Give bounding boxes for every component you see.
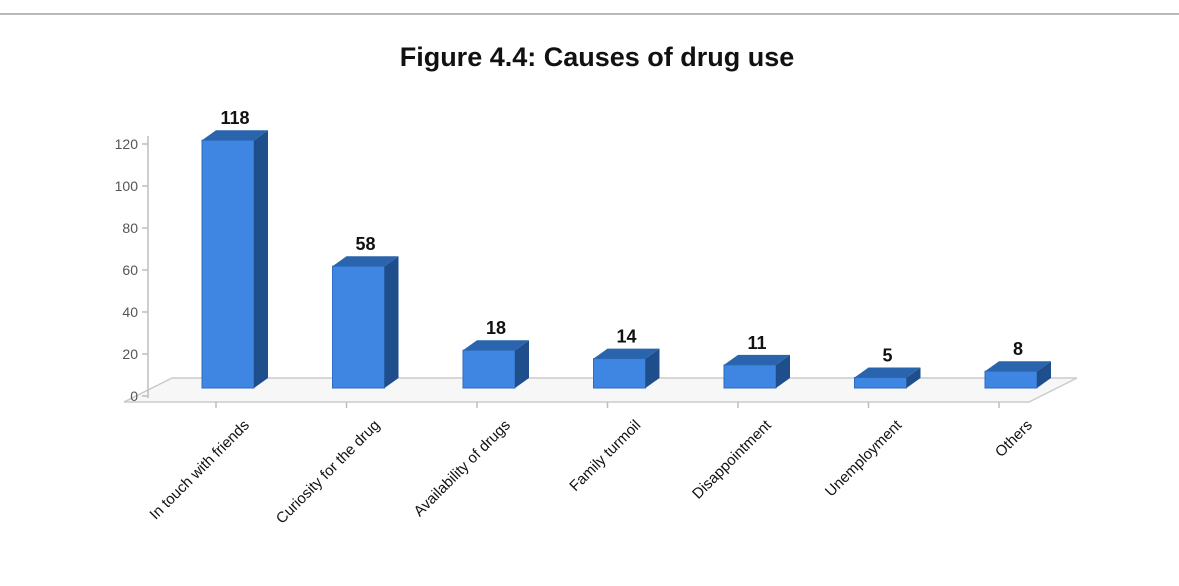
bar-front [593,358,646,389]
bar [201,130,268,389]
y-tick-label: 20 [122,346,138,362]
bar-side [384,256,399,388]
category-label: Others [992,417,1036,461]
bar-side [515,340,529,388]
data-label: 11 [747,333,766,353]
bar-side [645,348,660,388]
bar-top [593,348,660,359]
bar-top [463,340,529,351]
bar-top [724,354,790,365]
bar-front [332,265,385,389]
bar-front [854,377,907,389]
y-tick-label: 120 [115,136,139,152]
bar-side [906,367,921,388]
category-label: Curiosity for the drug [273,417,383,527]
category-label: Unemployment [822,416,906,500]
bar-front [462,349,516,389]
chart-title: Figure 4.4: Causes of drug use [400,42,795,72]
y-tick-label: 0 [130,388,138,404]
bar [462,340,529,389]
bar [332,256,399,389]
data-label: 8 [1013,339,1023,359]
data-label: 5 [882,346,892,366]
y-tick-label: 80 [122,220,138,236]
data-label: 18 [486,318,506,338]
bar-top [202,130,268,141]
bar-top [985,361,1051,372]
category-label: In touch with friends [146,417,252,523]
bar-top [332,256,399,267]
bar [854,367,921,389]
bar-side [1037,361,1051,388]
y-tick-label: 60 [122,262,138,278]
bar [593,348,660,389]
bar-front [723,364,777,389]
y-tick-label: 100 [115,178,139,194]
data-label: 14 [616,327,636,347]
bar-layer [201,130,1051,389]
data-label: 58 [355,234,375,254]
bar [984,361,1051,389]
bar-side [254,130,268,388]
category-label: Availability of drugs [411,417,514,520]
bar-top [854,367,921,378]
bar [723,354,790,389]
bar-front [984,370,1038,389]
bar-front [201,139,255,389]
data-label: 118 [220,108,249,128]
y-tick-label: 40 [122,304,138,320]
bar-side [776,354,790,388]
category-label: Family turmoil [566,417,644,495]
category-label: Disappointment [689,416,775,502]
